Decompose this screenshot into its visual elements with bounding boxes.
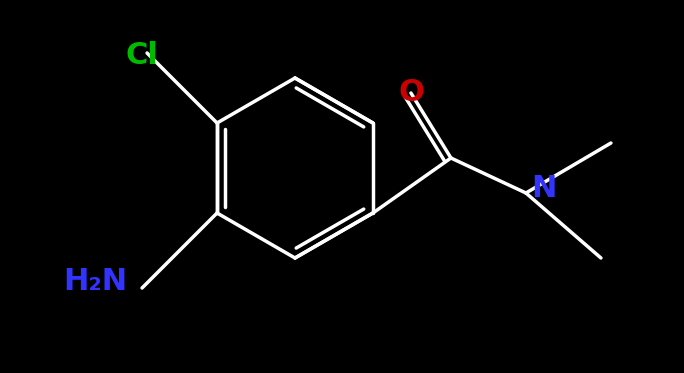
Text: H₂N: H₂N bbox=[63, 267, 127, 296]
Text: N: N bbox=[531, 174, 556, 203]
Text: Cl: Cl bbox=[126, 41, 159, 70]
Text: O: O bbox=[398, 78, 424, 107]
